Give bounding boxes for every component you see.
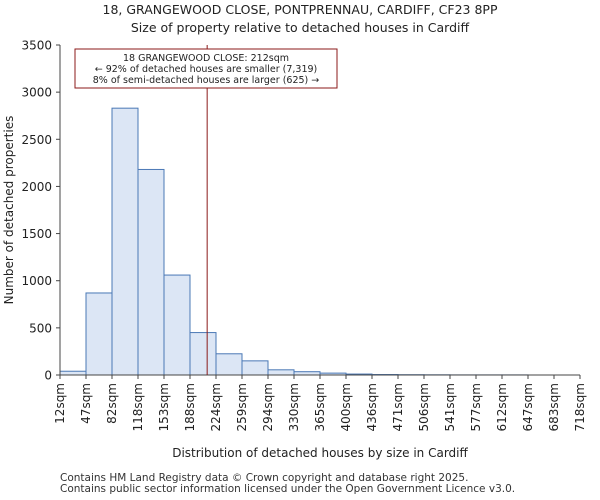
annotation-line-2: ← 92% of detached houses are smaller (7,… bbox=[95, 64, 318, 75]
y-tick-label: 2500 bbox=[21, 133, 52, 147]
x-tick-label: 400sqm bbox=[339, 383, 353, 431]
chart-title: 18, GRANGEWOOD CLOSE, PONTPRENNAU, CARDI… bbox=[102, 2, 498, 17]
annotation-box bbox=[74, 48, 338, 89]
bar-12sqm bbox=[59, 370, 87, 376]
bar-294sqm bbox=[267, 369, 295, 376]
x-tick-label: 224sqm bbox=[209, 383, 223, 431]
annotation-line-1: 18 GRANGEWOOD CLOSE: 212sqm bbox=[123, 53, 289, 64]
x-tick-label: 506sqm bbox=[417, 383, 431, 431]
x-tick-label: 577sqm bbox=[469, 383, 483, 431]
bar-153sqm bbox=[163, 274, 191, 376]
annotation-line-3: 8% of semi-detached houses are larger (6… bbox=[93, 75, 320, 86]
x-axis-label: Distribution of detached houses by size … bbox=[172, 446, 468, 460]
y-tick-label: 2000 bbox=[21, 180, 52, 194]
x-tick-label: 330sqm bbox=[287, 383, 301, 431]
x-tick-label: 294sqm bbox=[261, 383, 275, 431]
bar-188sqm bbox=[189, 332, 217, 376]
y-tick-label: 0 bbox=[44, 369, 52, 383]
x-tick-label: 47sqm bbox=[79, 383, 93, 424]
y-tick-label: 1500 bbox=[21, 227, 52, 241]
x-tick-label: 647sqm bbox=[521, 383, 535, 431]
chart-subtitle: Size of property relative to detached ho… bbox=[130, 20, 470, 35]
x-tick-label: 471sqm bbox=[391, 383, 405, 431]
x-tick-label: 365sqm bbox=[313, 383, 327, 431]
bar-118sqm bbox=[137, 168, 165, 376]
bar-259sqm bbox=[241, 360, 269, 376]
x-tick-label: 82sqm bbox=[105, 383, 119, 424]
footer-licence: Contains public sector information licen… bbox=[60, 483, 516, 495]
y-tick-label: 3500 bbox=[21, 39, 52, 53]
x-tick-label: 436sqm bbox=[365, 383, 379, 431]
x-tick-label: 718sqm bbox=[573, 383, 587, 431]
footer-copyright: Contains HM Land Registry data © Crown c… bbox=[60, 472, 469, 484]
y-tick-label: 1000 bbox=[21, 274, 52, 288]
y-tick-label: 500 bbox=[29, 321, 52, 335]
x-tick-label: 541sqm bbox=[443, 383, 457, 431]
x-tick-label: 12sqm bbox=[53, 383, 67, 424]
x-tick-label: 153sqm bbox=[157, 383, 171, 431]
bar-82sqm bbox=[111, 107, 139, 376]
x-tick-label: 118sqm bbox=[131, 383, 145, 431]
bar-47sqm bbox=[85, 292, 113, 376]
x-tick-label: 259sqm bbox=[235, 383, 249, 431]
bar-224sqm bbox=[215, 353, 243, 376]
y-tick-label: 3000 bbox=[21, 86, 52, 100]
x-tick-label: 188sqm bbox=[183, 383, 197, 431]
y-axis-label: Number of detached properties bbox=[2, 116, 16, 305]
x-tick-label: 612sqm bbox=[495, 383, 509, 431]
x-tick-label: 683sqm bbox=[547, 383, 561, 431]
